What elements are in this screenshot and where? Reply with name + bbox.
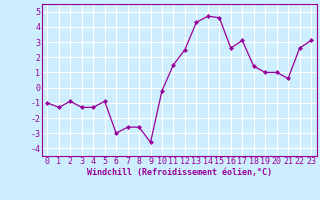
X-axis label: Windchill (Refroidissement éolien,°C): Windchill (Refroidissement éolien,°C) (87, 168, 272, 177)
